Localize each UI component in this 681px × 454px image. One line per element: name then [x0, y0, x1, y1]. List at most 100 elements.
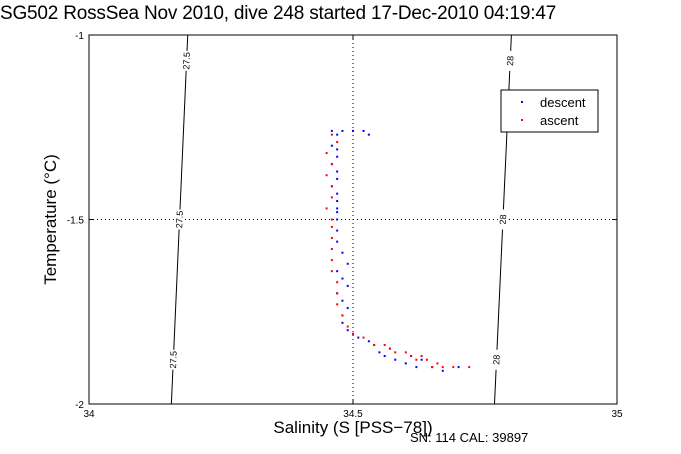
descent-point: [394, 358, 397, 361]
contour-label-bg: [167, 349, 179, 370]
descent-point: [383, 355, 386, 358]
x-tick-label: 35: [611, 409, 623, 420]
x-tick-label: 34: [83, 409, 95, 420]
contour-label: 27.5: [181, 52, 192, 70]
descent-point: [336, 177, 339, 180]
ascent-point: [352, 332, 354, 335]
ascent-point: [336, 292, 339, 295]
descent-point: [336, 170, 339, 173]
descent-point: [367, 133, 370, 136]
descent-point: [415, 366, 418, 369]
ascent-point: [394, 351, 397, 354]
descent-point: [330, 129, 333, 132]
contour-label-bg: [181, 50, 193, 72]
descent-point: [336, 229, 339, 232]
descent-point: [341, 129, 344, 132]
ascent-point: [330, 163, 333, 166]
descent-point: [404, 362, 407, 365]
descent-point: [346, 307, 349, 310]
contour-label: 28: [498, 214, 508, 224]
descent-point: [336, 133, 339, 136]
contour-label: 27.5: [174, 211, 185, 229]
ascent-point: [383, 343, 386, 346]
ascent-point: [373, 343, 376, 346]
descent-point: [420, 358, 423, 361]
descent-point: [336, 240, 339, 243]
descent-point: [336, 211, 339, 214]
contour-label: 28: [505, 56, 515, 66]
descent-point: [346, 262, 349, 265]
ascent-point: [330, 248, 333, 251]
calibration-footer: SN: 114 CAL: 39897: [410, 430, 529, 445]
descent-point: [336, 148, 339, 151]
descent-point: [341, 277, 344, 280]
legend-marker-descent: [521, 101, 523, 103]
descent-point: [336, 200, 339, 203]
ascent-point: [336, 281, 339, 284]
descent-point: [336, 155, 339, 158]
descent-point: [341, 299, 344, 302]
descent-point: [441, 369, 444, 372]
ascent-point: [441, 366, 444, 369]
ascent-point: [325, 207, 328, 210]
x-tick-label: 34.5: [343, 409, 363, 420]
y-tick-label: -2: [75, 400, 84, 411]
contour-label: 27.5: [168, 351, 179, 369]
ascent-point: [362, 336, 365, 339]
contour-label-bg: [174, 209, 185, 230]
contour-label-bg: [491, 349, 502, 370]
ascent-point: [325, 152, 328, 155]
descent-point: [378, 351, 381, 354]
ascent-point: [330, 218, 333, 221]
descent-point: [341, 251, 344, 254]
x-axis-label: Salinity (S [PSS−78]): [273, 418, 432, 437]
descent-point: [330, 144, 333, 147]
ascent-point: [425, 358, 428, 361]
ascent-point: [410, 355, 413, 358]
y-tick-label: -1.5: [67, 216, 85, 227]
descent-point: [341, 321, 344, 324]
descent-point: [336, 192, 339, 195]
ascent-point: [330, 259, 333, 262]
descent-point: [346, 284, 349, 287]
ascent-point: [330, 185, 333, 188]
contour-label-bg: [497, 209, 509, 230]
chart-title: SG502 RossSea Nov 2010, dive 248 started…: [0, 3, 557, 24]
descent-point: [457, 366, 460, 369]
legend-box: [500, 89, 599, 133]
ascent-point: [341, 314, 344, 317]
y-axis-label: Temperature (°C): [41, 154, 60, 285]
contour-label: 28: [491, 354, 501, 364]
ascent-point: [325, 174, 328, 177]
legend-label-descent: descent: [540, 95, 586, 110]
ascent-point: [468, 366, 471, 369]
ascent-point: [330, 196, 333, 199]
descent-point: [346, 329, 349, 332]
descent-point: [352, 129, 354, 132]
descent-point: [367, 340, 370, 343]
ascent-point: [388, 347, 391, 350]
descent-point: [357, 336, 360, 339]
ascent-point: [404, 351, 407, 354]
ascent-point: [330, 270, 333, 273]
ascent-point: [436, 362, 439, 365]
contour-label-bg: [504, 50, 516, 72]
descent-point: [336, 270, 339, 273]
descent-point: [336, 207, 339, 210]
ascent-point: [346, 325, 349, 328]
y-tick-label: -1: [75, 31, 84, 42]
ascent-point: [330, 225, 333, 228]
legend-label-ascent: ascent: [540, 113, 579, 128]
ascent-point: [336, 303, 339, 306]
ascent-point: [330, 236, 333, 239]
ascent-point: [330, 133, 333, 136]
descent-point: [336, 218, 339, 221]
ascent-point: [415, 358, 418, 361]
ascent-point: [431, 366, 434, 369]
ascent-point: [420, 355, 423, 358]
legend-marker-ascent: [521, 119, 523, 121]
ascent-point: [336, 141, 339, 144]
ascent-point: [452, 366, 455, 369]
descent-point: [362, 129, 365, 132]
